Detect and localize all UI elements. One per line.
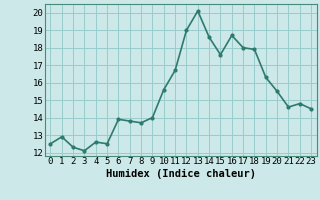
X-axis label: Humidex (Indice chaleur): Humidex (Indice chaleur) — [106, 169, 256, 179]
